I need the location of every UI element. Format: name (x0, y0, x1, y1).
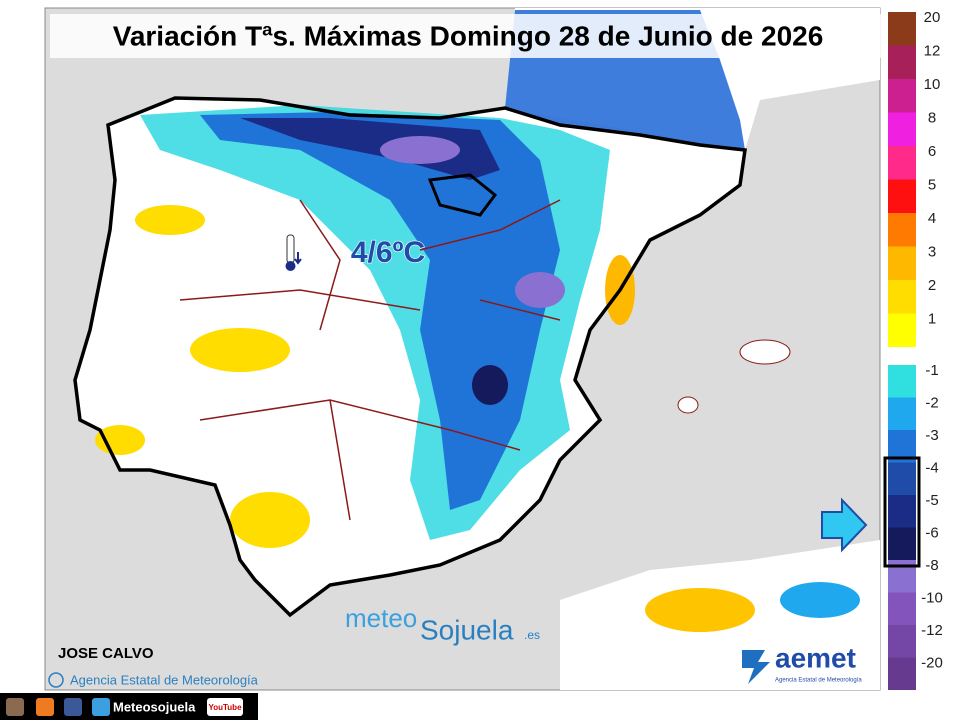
aemet-subtitle: Agencia Estatal de Meteorología (775, 678, 862, 684)
warm-area-1 (135, 205, 205, 235)
highlight-arrow (821, 497, 868, 553)
cold-core-1 (515, 272, 565, 308)
legend-swatch (888, 112, 916, 146)
legend-swatch (888, 246, 916, 280)
footer-bar: Meteosojuela YouTube (0, 693, 258, 720)
legend-label: 3 (928, 243, 936, 260)
footer-handle: Meteosojuela (113, 699, 196, 714)
legend-label: -6 (925, 524, 938, 541)
legend-label: 12 (924, 42, 941, 59)
legend-label: -2 (925, 394, 938, 411)
la-rioja-outline (427, 173, 498, 217)
legend-swatch (888, 79, 916, 113)
aemet-name: aemet (775, 642, 856, 673)
iberia-outline (73, 96, 747, 618)
copyright: Agencia Estatal de Meteorología (70, 672, 259, 687)
legend-label: 6 (928, 143, 936, 160)
legend-swatch (888, 657, 916, 690)
watermark-part2: Sojuela (420, 614, 514, 645)
legend-swatch (888, 45, 916, 79)
legend-swatch (888, 462, 916, 495)
legend-swatch (888, 527, 916, 560)
legend-label: 5 (928, 176, 936, 193)
legend-swatch (888, 313, 916, 347)
mallorca (739, 339, 791, 365)
watermark-part3: .es (524, 628, 540, 642)
legend-swatch (888, 213, 916, 247)
warm-area-2 (190, 328, 290, 372)
legend-label: -8 (925, 557, 938, 574)
legend-label: -12 (921, 622, 943, 639)
legend-swatch (888, 397, 916, 430)
legend-label: -3 (925, 427, 938, 444)
legend-label: -1 (925, 362, 938, 379)
aemet-logo: aemet Agencia Estatal de Meteorología (735, 640, 875, 688)
thermometer-icon (285, 234, 302, 271)
annotation: 4/6ºC (351, 236, 425, 269)
province-borders (179, 199, 561, 521)
cold-core-2 (380, 136, 460, 164)
legend-label: 20 (924, 9, 941, 26)
highlight-box (883, 456, 921, 568)
legend-label: 2 (928, 277, 936, 294)
warm-area-5 (95, 425, 145, 455)
africa-cold (780, 582, 860, 618)
legend-swatch (888, 625, 916, 658)
legend-label: 4 (928, 210, 936, 227)
legend-label: 1 (928, 310, 936, 327)
legend-label: -5 (925, 492, 938, 509)
legend-label: -10 (921, 589, 943, 606)
cold-core-3 (472, 365, 508, 405)
title-background (50, 14, 882, 58)
legend-swatch (888, 280, 916, 314)
warm-area-3 (230, 492, 310, 548)
footer-youtube: YouTube (208, 703, 242, 712)
legend-swatch (888, 146, 916, 180)
legend-label: 10 (924, 76, 941, 93)
legend-swatch (888, 12, 916, 46)
legend-label: 8 (928, 109, 936, 126)
africa-warm (645, 588, 755, 632)
legend-swatch (888, 592, 916, 625)
legend-swatch (888, 495, 916, 528)
legend: 20 12 10 8 6 5 4 3 2 1 -1 -2 -3 -4 -5 -6 -8 -10 -12 -20 (888, 9, 943, 690)
copyright-icon (48, 672, 64, 688)
title: Variación Tªs. Máximas Domingo 28 de Jun… (113, 20, 824, 51)
cold-area-dark (240, 118, 500, 180)
legend-swatch (888, 179, 916, 213)
watermark: meteo Sojuela .es (345, 603, 540, 646)
legend-swatch (888, 365, 916, 398)
legend-label: -4 (925, 459, 938, 476)
legend-label: -20 (921, 654, 943, 671)
watermark-part1: meteo (345, 603, 417, 633)
author: JOSE CALVO (58, 645, 154, 662)
ibiza (677, 396, 699, 414)
